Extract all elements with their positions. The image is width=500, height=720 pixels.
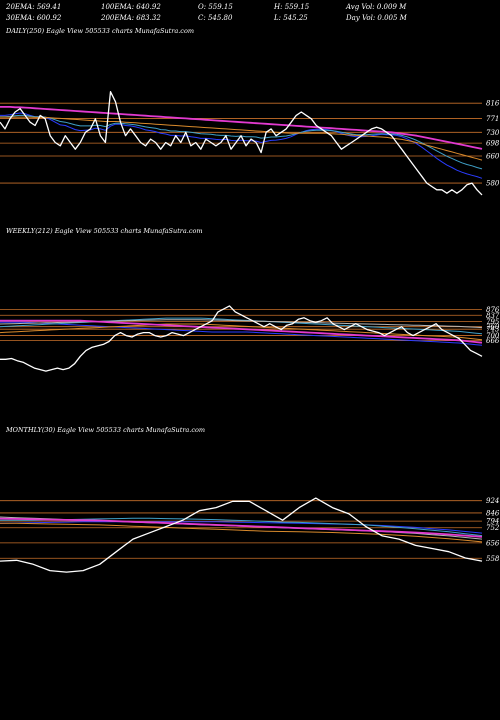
- daily-ema200-line: [0, 106, 483, 150]
- ema30-value: 30EMA: 600.92: [6, 14, 62, 22]
- daily-price-line: [0, 91, 483, 196]
- daily-level-label: 730: [486, 129, 500, 137]
- monthly-level-label: 846: [486, 509, 500, 517]
- high-value: H: 559.15: [274, 3, 310, 11]
- weekly-level-label: 795: [486, 318, 500, 326]
- weekly-ema_a-line: [0, 321, 483, 346]
- weekly-level-label: 876: [486, 306, 500, 314]
- daily-level-label: 580: [486, 180, 500, 188]
- daily-level-label: 771: [486, 115, 499, 123]
- daily-ema20-line: [0, 112, 483, 179]
- monthly-level-label: 558: [486, 555, 500, 563]
- monthly-price-line: [0, 497, 483, 573]
- weekly-panel: WEEKLY(212) Eagle View 505533 charts Mun…: [0, 227, 500, 372]
- weekly-level-label: 743: [486, 326, 500, 334]
- monthly-level-label: 924: [486, 497, 499, 505]
- avg-volume-value: Avg Vol: 0.009 M: [346, 3, 407, 11]
- ema100-value: 100EMA: 640.92: [101, 3, 161, 11]
- monthly-ema_d-line: [0, 522, 483, 543]
- daily-level-label: 660: [486, 153, 500, 161]
- monthly-panel-title: MONTHLY(30) Eagle View 505533 charts Mun…: [5, 426, 205, 434]
- monthly-ema_e-line: [0, 517, 483, 538]
- daily-panel: DAILY(250) Eagle View 505533 charts Muna…: [0, 27, 500, 196]
- weekly-ema_d-line: [0, 323, 483, 341]
- weekly-ema_c-line: [0, 319, 483, 329]
- daily-level-label: 816: [486, 100, 500, 108]
- weekly-level-label: 666: [486, 337, 500, 345]
- day-volume-value: Day Vol: 0.005 M: [346, 14, 407, 22]
- daily-panel-title: DAILY(250) Eagle View 505533 charts Muna…: [5, 27, 194, 35]
- weekly-level-label: 700: [486, 332, 500, 340]
- weekly-price-line: [0, 305, 483, 372]
- ema20-value: 20EMA: 569.41: [6, 3, 62, 11]
- monthly-panel: MONTHLY(30) Eagle View 505533 charts Mun…: [0, 426, 500, 573]
- low-value: L: 545.25: [274, 14, 308, 22]
- close-value: C: 545.80: [198, 14, 233, 22]
- weekly-level-label: 837: [486, 312, 500, 320]
- weekly-level-label: 760: [486, 323, 500, 331]
- monthly-level-label: 752: [486, 524, 500, 532]
- ema200-value: 200EMA: 683.32: [101, 14, 161, 22]
- monthly-ema_a-line: [0, 521, 483, 534]
- weekly-ema_e-line: [0, 319, 483, 344]
- monthly-level-label: 656: [486, 539, 500, 547]
- daily-ema100-line: [0, 116, 483, 161]
- daily-level-label: 698: [486, 140, 500, 148]
- weekly-panel-title: WEEKLY(212) Eagle View 505533 charts Mun…: [6, 227, 203, 235]
- monthly-level-label: 794: [486, 518, 499, 526]
- open-value: O: 559.15: [198, 3, 233, 11]
- weekly-ema_b-line: [0, 317, 483, 335]
